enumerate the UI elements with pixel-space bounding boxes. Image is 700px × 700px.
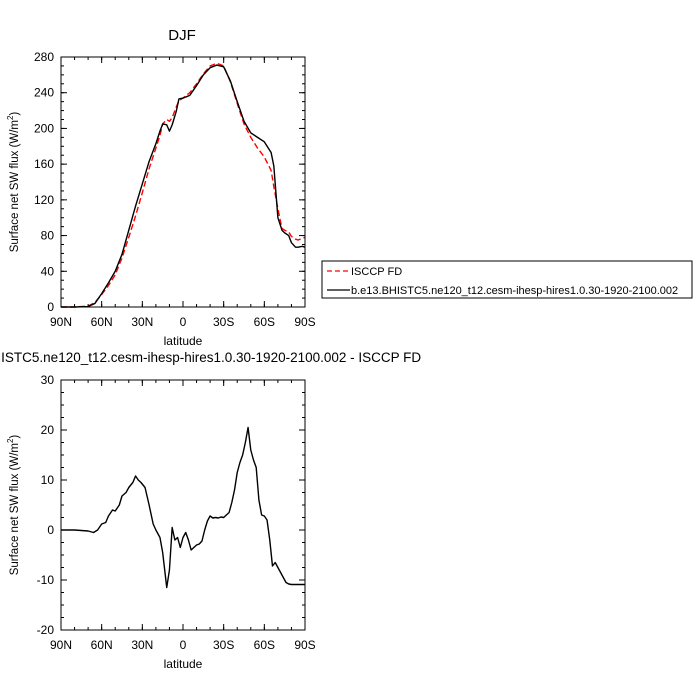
bottom-x-tick-label: 0 bbox=[180, 638, 187, 652]
bottom-x-tick-label: 60S bbox=[254, 638, 275, 652]
top-x-tick-label: 90N bbox=[50, 315, 72, 329]
bottom-y-tick-label: 20 bbox=[41, 423, 55, 437]
top-plot-frame bbox=[60, 56, 306, 308]
top-x-tick-label: 60N bbox=[91, 315, 113, 329]
top-x-tick-label: 60S bbox=[254, 315, 275, 329]
top-y-tick-label: 0 bbox=[47, 300, 54, 314]
bottom-x-tick-label: 90N bbox=[50, 638, 72, 652]
bottom-y-axis-label: Surface net SW flux (W/m2) bbox=[6, 435, 21, 576]
top-y-tick-label: 240 bbox=[34, 86, 54, 100]
legend-label-isccp: ISCCP FD bbox=[351, 266, 402, 278]
top-panel: DJF 90N 60N 30N 0 30S 60S 90S 0 40 80 120 160 200 24… bbox=[6, 27, 316, 348]
bottom-x-tick-label: 30S bbox=[213, 638, 234, 652]
bottom-y-tick-label: 10 bbox=[41, 473, 55, 487]
bottom-series-line-0 bbox=[61, 426, 305, 589]
bottom-series-group bbox=[61, 426, 305, 589]
bottom-y-tick-label: 0 bbox=[47, 523, 54, 537]
top-series-line-0 bbox=[61, 62, 306, 308]
top-x-tick-label: 0 bbox=[180, 315, 187, 329]
bottom-x-axis-label: latitude bbox=[164, 657, 203, 671]
bottom-x-tick-label: 60N bbox=[91, 638, 113, 652]
top-x-axis: 90N 60N 30N 0 30S 60S 90S bbox=[50, 57, 316, 329]
top-series-line-1 bbox=[61, 64, 306, 308]
top-series-group bbox=[61, 62, 306, 308]
top-y-axis-label: Surface net SW flux (W/m2) bbox=[6, 112, 21, 253]
top-x-tick-label: 30S bbox=[213, 315, 234, 329]
top-y-tick-label: 80 bbox=[41, 229, 55, 243]
bottom-x-tick-label: 90S bbox=[294, 638, 315, 652]
bottom-plot-frame bbox=[60, 379, 306, 631]
legend-box bbox=[321, 260, 693, 299]
top-y-tick-label: 200 bbox=[34, 121, 54, 135]
top-y-axis: 0 40 80 120 160 200 240 280 bbox=[34, 50, 305, 314]
bottom-y-tick-label: 30 bbox=[41, 373, 55, 387]
bottom-x-tick-label: 30N bbox=[131, 638, 153, 652]
top-chart-title: DJF bbox=[168, 27, 196, 44]
bottom-y-tick-label: -20 bbox=[37, 623, 55, 637]
top-x-tick-label: 30N bbox=[131, 315, 153, 329]
legend-label-model: b.e13.BHISTC5.ne120_t12.cesm-ihesp-hires… bbox=[351, 285, 678, 297]
top-y-tick-label: 160 bbox=[34, 157, 54, 171]
top-y-tick-label: 120 bbox=[34, 193, 54, 207]
bottom-chart-title: b.e13.BHISTC5.ne120_t12.cesm-ihesp-hires… bbox=[0, 350, 421, 365]
top-y-tick-label: 280 bbox=[34, 50, 54, 64]
bottom-y-axis: -20 -10 0 10 20 30 bbox=[37, 373, 305, 637]
bottom-x-axis: 90N 60N 30N 0 30S 60S 90S bbox=[50, 380, 316, 652]
bottom-y-tick-label: -10 bbox=[37, 573, 55, 587]
top-x-tick-label: 90S bbox=[294, 315, 315, 329]
legend: ISCCP FD b.e13.BHISTC5.ne120_t12.cesm-ih… bbox=[321, 260, 693, 299]
top-y-tick-label: 40 bbox=[41, 264, 55, 278]
top-x-axis-label: latitude bbox=[164, 334, 203, 348]
bottom-panel: b.e13.BHISTC5.ne120_t12.cesm-ihesp-hires… bbox=[0, 350, 421, 671]
